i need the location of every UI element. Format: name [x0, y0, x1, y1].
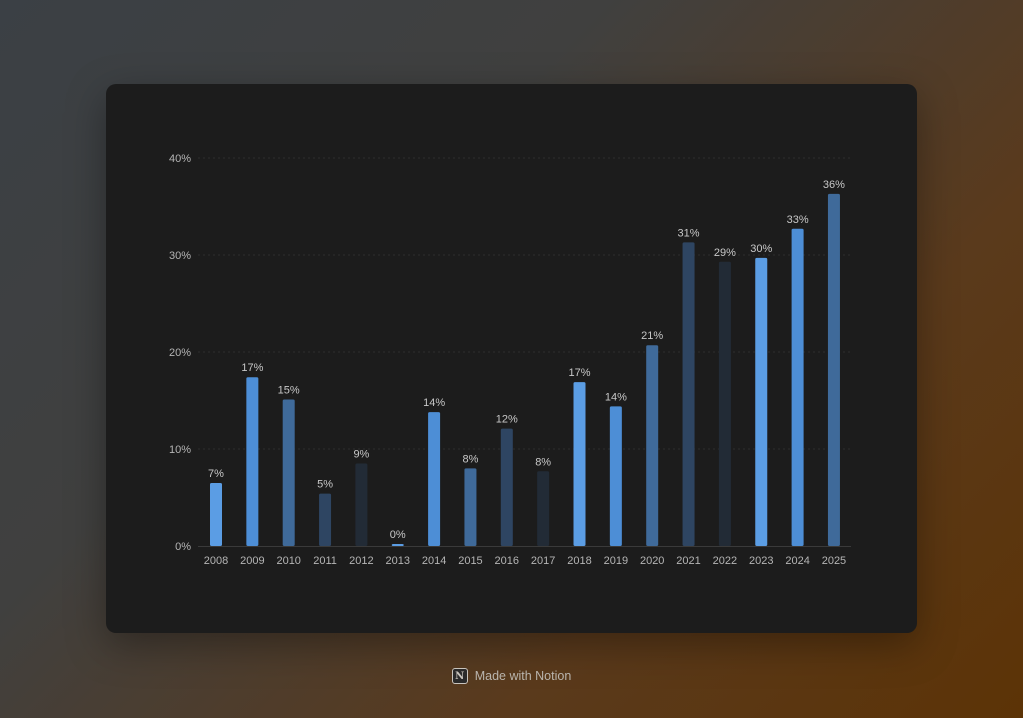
x-tick-label: 2015	[458, 555, 482, 567]
made-with-notion-footer[interactable]: N Made with Notion	[0, 664, 1023, 688]
x-tick-label: 2023	[749, 555, 773, 567]
y-tick-label: 20%	[169, 347, 191, 359]
y-tick-label: 10%	[169, 444, 191, 456]
x-tick-label: 2024	[785, 555, 809, 567]
bar-2021[interactable]	[682, 242, 695, 546]
bar-2013[interactable]	[391, 544, 404, 546]
data-label: 17%	[241, 362, 263, 374]
made-with-notion-label: Made with Notion	[474, 669, 572, 683]
y-tick-label: 40%	[169, 153, 191, 165]
bar-2025[interactable]	[827, 193, 840, 546]
bar-2009[interactable]	[246, 377, 259, 546]
bar-2018[interactable]	[573, 382, 586, 546]
data-label: 31%	[678, 227, 700, 239]
bar-2019[interactable]	[609, 406, 622, 546]
bar-chart: 0% 10% 20% 30% 40% 7% 2008 17% 2009 15% 2010 5% 2011…	[169, 153, 851, 567]
x-tick-label: 2013	[386, 555, 410, 567]
data-label: 0%	[390, 529, 406, 541]
data-label: 14%	[423, 397, 445, 409]
data-label: 17%	[568, 367, 590, 379]
x-tick-label: 2019	[604, 555, 628, 567]
data-label: 9%	[353, 449, 369, 461]
y-tick-label: 0%	[175, 541, 191, 553]
x-tick-label: 2021	[676, 555, 700, 567]
data-label: 7%	[208, 468, 224, 480]
bar-2023[interactable]	[755, 257, 768, 546]
bar-2010[interactable]	[282, 399, 295, 546]
data-label: 8%	[462, 453, 478, 465]
bar-2024[interactable]	[791, 228, 804, 546]
x-tick-label: 2014	[422, 555, 446, 567]
bar-2015[interactable]	[464, 468, 477, 546]
x-tick-label: 2010	[276, 555, 300, 567]
bar-2014[interactable]	[428, 412, 441, 546]
x-tick-label: 2020	[640, 555, 664, 567]
data-label: 21%	[641, 330, 663, 342]
data-label: 5%	[317, 479, 333, 491]
bar-2016[interactable]	[500, 428, 513, 546]
notion-icon: N	[451, 668, 468, 684]
x-tick-label: 2009	[240, 555, 264, 567]
x-tick-label: 2025	[822, 555, 846, 567]
x-tick-label: 2011	[313, 555, 337, 567]
chart-card: 0% 10% 20% 30% 40% 7% 2008 17% 2009 15% 2010 5% 2011…	[106, 84, 917, 633]
data-label: 30%	[750, 243, 772, 255]
bar-2017[interactable]	[537, 471, 550, 546]
data-label: 36%	[823, 179, 845, 191]
x-tick-label: 2012	[349, 555, 373, 567]
data-label: 29%	[714, 247, 736, 259]
data-label: 8%	[535, 456, 551, 468]
bar-2012[interactable]	[355, 463, 368, 546]
data-label: 33%	[787, 214, 809, 226]
x-tick-label: 2017	[531, 555, 555, 567]
data-label: 12%	[496, 414, 518, 426]
x-tick-label: 2018	[567, 555, 591, 567]
bar-2011[interactable]	[319, 493, 332, 546]
bar-2008[interactable]	[210, 482, 222, 546]
x-tick-label: 2022	[713, 555, 737, 567]
data-label: 15%	[278, 385, 300, 397]
bar-2022[interactable]	[718, 261, 731, 546]
data-label: 14%	[605, 391, 627, 403]
x-tick-label: 2016	[495, 555, 519, 567]
x-tick-label: 2008	[204, 555, 228, 567]
y-tick-label: 30%	[169, 250, 191, 262]
bar-2020[interactable]	[646, 345, 659, 546]
